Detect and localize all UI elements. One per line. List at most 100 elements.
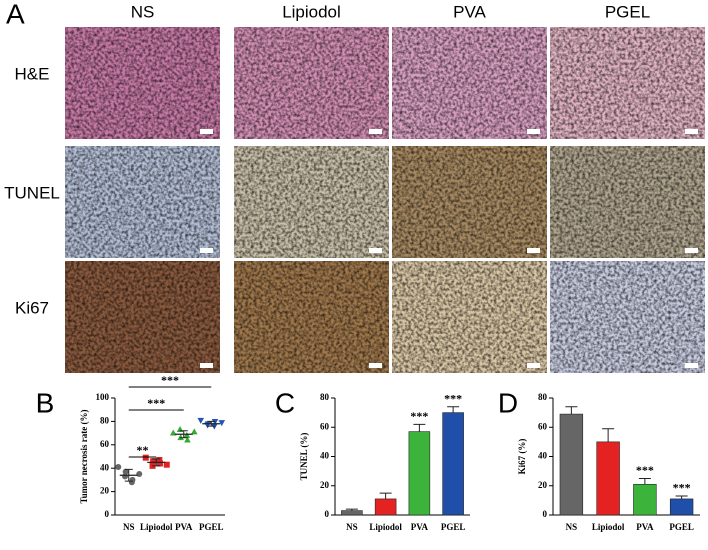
x-tick-label: PVA xyxy=(411,522,429,532)
y-axis-label: Tumor necrosis rate (%) xyxy=(79,409,89,503)
sd-bar xyxy=(152,458,161,467)
sd-bar xyxy=(207,420,216,427)
y-tick-label: 0 xyxy=(325,509,330,519)
panel-label: C xyxy=(275,387,295,418)
micrograph-texture xyxy=(392,146,547,258)
scale-bar xyxy=(685,248,698,253)
scale-bar xyxy=(685,363,698,368)
y-tick-label: 60 xyxy=(100,439,110,449)
micrograph-texture xyxy=(392,27,547,139)
error-bar xyxy=(565,406,578,415)
data-point xyxy=(136,471,143,478)
y-tick-label: 60 xyxy=(320,421,330,431)
significance: *** xyxy=(444,392,462,406)
micrograph-texture xyxy=(65,261,220,373)
row-label: Ki67 xyxy=(15,298,49,317)
scale-bar xyxy=(200,363,213,368)
x-tick-label: PGEL xyxy=(669,522,694,532)
scale-bar xyxy=(527,363,540,368)
bar xyxy=(374,498,397,516)
bar xyxy=(633,483,657,516)
row-label: H&E xyxy=(15,64,50,83)
y-tick-label: 40 xyxy=(100,462,110,472)
significance: ** xyxy=(137,443,149,457)
micrograph-texture xyxy=(550,146,705,258)
data-point xyxy=(190,428,198,435)
data-point xyxy=(122,473,129,480)
micrograph-texture xyxy=(234,261,389,373)
error-bar xyxy=(675,495,688,499)
panel-label: A xyxy=(6,0,25,29)
data-point xyxy=(218,420,226,427)
x-tick-label: NS xyxy=(346,522,358,532)
significance: *** xyxy=(147,396,165,410)
bar xyxy=(341,510,363,516)
micrograph-texture xyxy=(550,261,705,373)
data-point xyxy=(128,479,135,486)
bar xyxy=(596,441,620,516)
significance: *** xyxy=(673,481,691,495)
x-tick-label: NS xyxy=(566,522,578,532)
bar xyxy=(442,412,464,516)
scale-bar xyxy=(527,248,540,253)
scale-bar xyxy=(685,129,698,134)
y-tick-label: 20 xyxy=(320,480,330,490)
column-label: PGEL xyxy=(605,2,650,21)
significance: *** xyxy=(410,409,428,423)
micrograph-texture xyxy=(234,146,389,258)
y-tick-label: 40 xyxy=(538,451,548,461)
significance: *** xyxy=(636,463,654,477)
bar xyxy=(559,413,584,516)
error-bar xyxy=(638,477,651,485)
y-tick-label: 80 xyxy=(100,415,110,425)
column-label: Lipiodol xyxy=(282,2,341,21)
y-tick-label: 60 xyxy=(538,421,548,431)
data-point xyxy=(177,434,184,441)
y-tick-label: 0 xyxy=(105,509,110,519)
panel-label: B xyxy=(36,387,55,418)
scale-bar xyxy=(200,248,213,253)
data-point xyxy=(122,468,129,475)
y-tick-label: 40 xyxy=(320,451,330,461)
x-tick-label: Lipiodol xyxy=(140,522,173,532)
micrograph-texture xyxy=(550,27,705,139)
error-bar xyxy=(379,492,392,499)
data-point xyxy=(142,454,149,461)
column-label: PVA xyxy=(453,2,486,21)
error-bar xyxy=(602,428,615,442)
data-point xyxy=(211,423,218,430)
y-axis-label: Ki67 (%) xyxy=(517,439,527,475)
micrograph-texture xyxy=(65,27,220,139)
data-point xyxy=(197,417,205,424)
error-bar xyxy=(413,423,426,432)
y-tick-label: 0 xyxy=(543,509,548,519)
sd-bar xyxy=(124,468,133,482)
column-label: NS xyxy=(131,2,155,21)
y-tick-label: 100 xyxy=(96,392,110,402)
sd-bar xyxy=(179,430,188,439)
y-tick-label: 20 xyxy=(100,486,110,496)
x-tick-label: Lipiodol xyxy=(369,522,402,532)
y-tick-label: 80 xyxy=(538,392,548,402)
bar xyxy=(669,498,694,516)
data-point xyxy=(163,461,170,468)
row-label: TUNEL xyxy=(4,183,60,202)
scale-bar xyxy=(200,129,213,134)
micrograph-texture xyxy=(392,261,547,373)
error-bar xyxy=(345,508,358,511)
micrograph-texture xyxy=(65,146,220,258)
x-tick-label: NS xyxy=(123,522,135,532)
data-point xyxy=(211,419,219,425)
error-bar xyxy=(447,406,460,413)
y-tick-label: 20 xyxy=(538,480,548,490)
micrograph-texture xyxy=(234,27,389,139)
scale-bar xyxy=(369,129,382,134)
y-axis-label: TUNEL (%) xyxy=(299,433,309,481)
scale-bar xyxy=(527,129,540,134)
bar xyxy=(408,431,431,516)
panel-label: D xyxy=(498,387,518,418)
x-tick-label: PGEL xyxy=(199,522,224,532)
x-tick-label: Lipiodol xyxy=(592,522,625,532)
scale-bar xyxy=(369,248,382,253)
data-point xyxy=(184,436,191,443)
